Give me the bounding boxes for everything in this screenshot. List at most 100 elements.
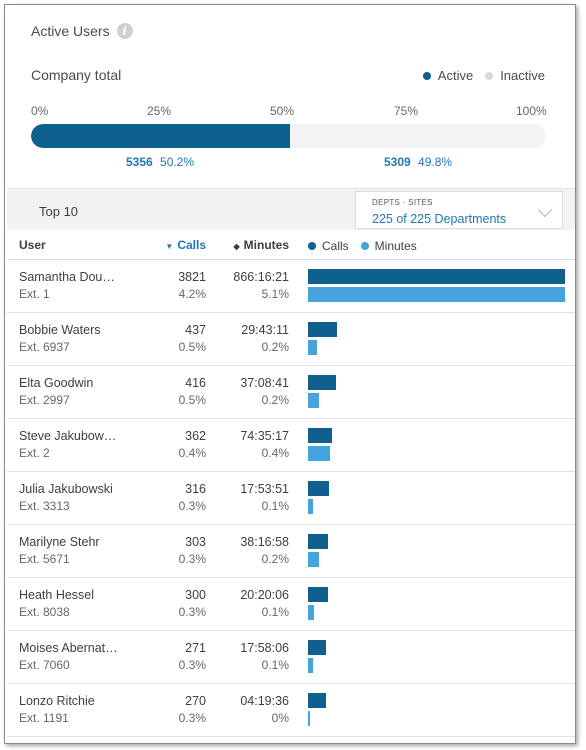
inactive-total: 5309 49.8% [384,155,452,169]
widget-title: Active Users [31,23,110,39]
col-header-calls[interactable]: ▼ Calls [165,238,206,252]
minutes-pct: 0.2% [261,552,289,566]
minutes-dot-icon [360,242,369,250]
calls-bar [308,481,329,496]
minutes-bar [308,711,310,726]
header-divider [7,259,575,260]
scale-tick-75: 75% [394,104,419,118]
col-header-minutes[interactable]: ◆ Minutes [234,238,290,252]
departments-filter-dropdown[interactable]: DEPTS · SITES 225 of 225 Departments [355,191,563,229]
company-total-bar [31,124,546,148]
user-extension: Ext. 6937 [19,340,70,354]
legend-minutes-label: Minutes [374,239,417,253]
scale-tick-0: 0% [31,104,49,118]
calls-bar [308,269,565,284]
table-row[interactable]: Bobbie Waters Ext. 6937 437 0.5% 29:43:11 0.2… [7,313,575,366]
active-count: 5356 [126,155,153,169]
calls-dot-icon [308,242,316,250]
company-active-fill [31,124,290,148]
legend-active-label: Active [437,68,474,83]
minutes-total: 20:20:06 [240,588,289,602]
minutes-bar [308,499,313,514]
calls-count: 270 [185,694,206,708]
user-extension: Ext. 1 [19,287,50,301]
table-row[interactable]: Samantha Dou… Ext. 1 3821 4.2% 866:16:21 5.1% [7,260,575,313]
table-row[interactable]: Heath Hessel Ext. 8038 300 0.3% 20:20:06 0.1% [7,578,575,631]
minutes-pct: 0.1% [261,605,289,619]
minutes-pct: 0.2% [261,393,289,407]
scale-tick-100: 100% [516,104,547,118]
calls-count: 271 [185,641,206,655]
user-extension: Ext. 7060 [19,658,70,672]
user-extension: Ext. 5671 [19,552,70,566]
user-name: Julia Jakubowski [19,482,113,496]
minutes-pct: 5.1% [261,287,289,301]
calls-count: 3821 [178,270,206,284]
minutes-total: 17:53:51 [240,482,289,496]
calls-pct: 0.3% [178,605,206,619]
legend-inactive-label: Inactive [500,68,545,83]
calls-count: 303 [185,535,206,549]
calls-bar [308,534,328,549]
minutes-total: 04:19:36 [240,694,289,708]
legend-minutes: Minutes [360,239,417,253]
calls-bar [308,322,337,337]
minutes-total: 866:16:21 [233,270,289,284]
calls-bar [308,587,328,602]
user-extension: Ext. 8038 [19,605,70,619]
calls-pct: 0.5% [178,393,206,407]
inactive-dot-icon [485,71,494,80]
user-name: Samantha Dou… [19,270,115,284]
legend-inactive: Inactive [485,68,545,83]
minutes-pct: 0.1% [261,499,289,513]
minutes-total: 38:16:58 [240,535,289,549]
table-row[interactable]: Steve Jakubow… Ext. 2 362 0.4% 74:35:17 0.4% [7,419,575,472]
table-row[interactable]: Julia Jakubowski Ext. 3313 316 0.3% 17:53:51… [7,472,575,525]
calls-count: 362 [185,429,206,443]
filter-caption: DEPTS · SITES [372,198,433,207]
minutes-total: 29:43:11 [241,323,289,337]
user-extension: Ext. 1191 [19,711,69,725]
user-name: Lonzo Ritchie [19,694,95,708]
top-users-table: Samantha Dou… Ext. 1 3821 4.2% 866:16:21 5.1%… [7,260,575,737]
company-total-label: Company total [31,67,122,83]
calls-bar [308,693,326,708]
minutes-pct: 0.2% [261,340,289,354]
minutes-pct: 0.4% [261,446,289,460]
minutes-bar [308,340,317,355]
table-row[interactable]: Marilyne Stehr Ext. 5671 303 0.3% 38:16:58 0.… [7,525,575,578]
legend-calls: Calls [308,239,349,253]
calls-pct: 0.3% [178,499,206,513]
minutes-bar [308,287,565,302]
calls-pct: 0.3% [178,711,206,725]
top-10-label: Top 10 [39,204,79,219]
active-users-widget: Active Users i Company total Active Inac… [4,4,576,744]
calls-count: 300 [185,588,206,602]
calls-pct: 4.2% [178,287,206,301]
calls-count: 437 [185,323,206,337]
chevron-down-icon [537,202,553,218]
top-users-header: Top 10 DEPTS · SITES 225 of 225 Departme… [7,188,575,230]
calls-pct: 0.3% [178,658,206,672]
minutes-total: 74:35:17 [240,429,289,443]
table-row[interactable]: Lonzo Ritchie Ext. 1191 270 0.3% 04:19:36 0% [7,684,575,737]
table-row[interactable]: Elta Goodwin Ext. 2997 416 0.5% 37:08:41 0.2% [7,366,575,419]
col-header-user[interactable]: User [19,238,46,252]
user-name: Bobbie Waters [19,323,101,337]
calls-count: 416 [185,376,206,390]
minutes-total: 17:58:06 [240,641,289,655]
minutes-bar [308,605,314,620]
active-dot-icon [422,71,431,80]
calls-minutes-legend: Calls Minutes [308,239,429,253]
active-total: 5356 50.2% [126,155,194,169]
calls-pct: 0.4% [178,446,206,460]
calls-bar [308,428,332,443]
info-icon[interactable]: i [116,23,133,39]
inactive-pct: 49.8% [418,155,453,169]
user-extension: Ext. 2997 [19,393,70,407]
legend-active: Active [422,68,474,83]
table-row[interactable]: Moises Abernat… Ext. 7060 271 0.3% 17:58:06 0… [7,631,575,684]
user-extension: Ext. 2 [19,446,50,460]
scale-tick-25: 25% [147,104,172,118]
user-name: Steve Jakubow… [19,429,117,443]
